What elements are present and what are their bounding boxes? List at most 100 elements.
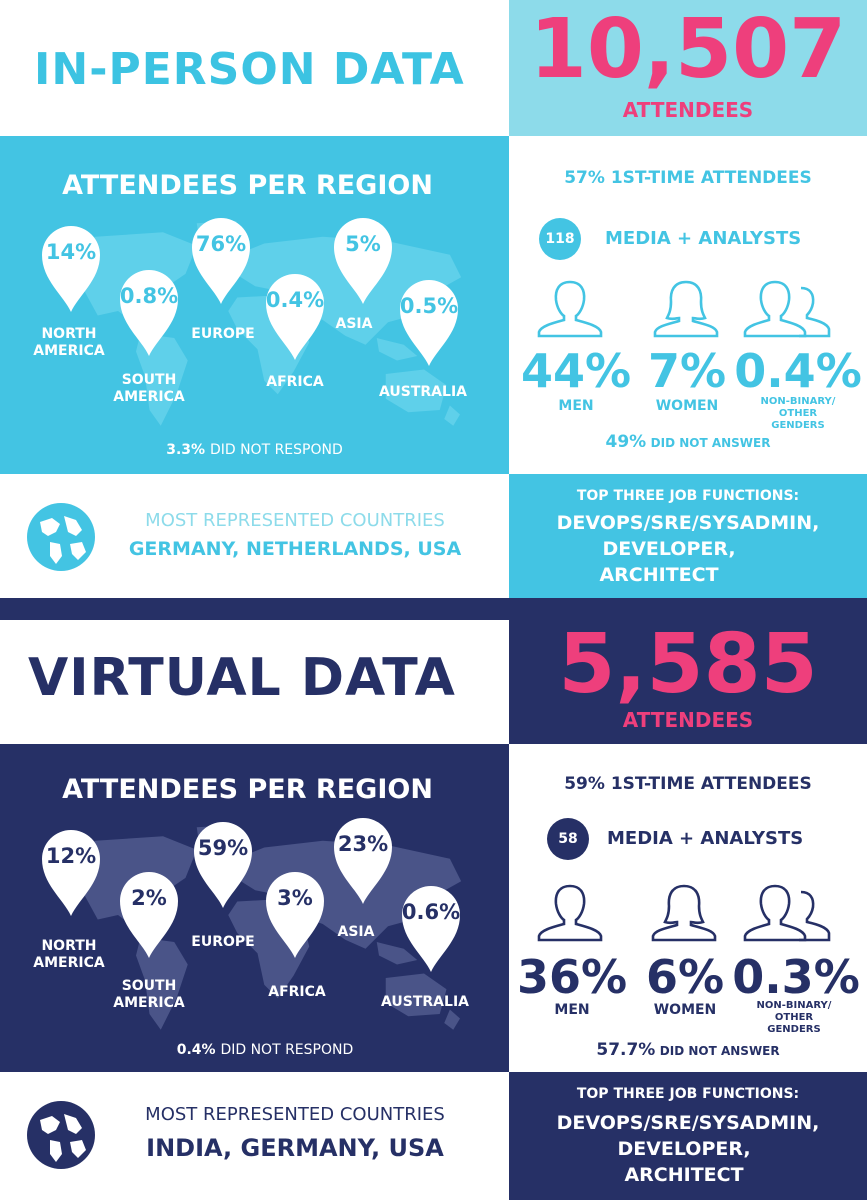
region-pin-africa: 3% [262,868,328,960]
no-answer-text: DID NOT ANSWER [659,1044,780,1058]
virtual-region-panel: ATTENDEES PER REGION 12% NORTH AMERICA 2… [0,744,509,1072]
job-item: DEVOPS/SRE/SYSADMIN, [556,512,820,534]
first-time-attendees: 57% 1ST-TIME ATTENDEES [564,168,812,188]
countries-heading: MOST REPRESENTED COUNTRIES [145,1104,445,1125]
region-label: AFRICA [268,984,326,1000]
region-pin-europe: 59% [190,818,256,910]
region-pin-asia: 5% [330,214,396,306]
inperson-total-label: ATTENDEES [622,98,754,122]
virtual-title: VIRTUAL DATA [28,648,456,708]
region-label: AUSTRALIA [381,994,469,1010]
region-label: SOUTH AMERICA [113,978,185,1011]
region-pct: 12% [45,844,97,868]
job-item: DEVELOPER, [617,1138,751,1160]
job-item: DEVOPS/SRE/SYSADMIN, [556,1112,820,1134]
no-response: 0.4% DID NOT RESPOND [0,1042,530,1058]
inperson-total: 10,507 [529,2,847,97]
region-label: NORTH AMERICA [33,938,105,971]
man-icon [535,882,605,944]
countries-heading: MOST REPRESENTED COUNTRIES [145,510,445,531]
no-answer-pct: 49% [605,432,647,452]
region-pct: 14% [45,240,97,264]
region-pin-australia: 0.6% [398,882,464,974]
non-binary-pct: 0.3% [732,950,860,1004]
job-item: ARCHITECT [599,564,719,586]
first-time-attendees: 59% 1ST-TIME ATTENDEES [564,774,812,794]
region-pct: 2% [131,886,167,910]
region-pin-south-america: 0.8% [116,266,182,358]
countries-list: INDIA, GERMANY, USA [146,1134,444,1162]
globe-icon [26,502,96,572]
media-count: 118 [545,231,575,247]
section-divider [0,598,867,620]
countries-list: GERMANY, NETHERLANDS, USA [128,538,462,560]
region-label: NORTH AMERICA [33,326,105,359]
woman-icon [651,278,721,340]
non-binary-label: NON-BINARY/ OTHER GENDERS [756,1000,832,1035]
no-answer: 49% DID NOT ANSWER [509,432,867,452]
media-label: MEDIA + ANALYSTS [607,828,804,849]
region-pct: 0.4% [265,288,325,312]
virtual-total: 5,585 [558,617,818,712]
women-label: WOMEN [653,1002,717,1018]
region-label: AFRICA [266,374,324,390]
inperson-countries-panel: MOST REPRESENTED COUNTRIES GERMANY, NETH… [0,474,509,598]
media-count: 58 [558,831,578,847]
region-pct: 59% [197,836,249,860]
job-item: ARCHITECT [624,1164,744,1186]
women-pct: 6% [645,950,725,1004]
no-response: 3.3% DID NOT RESPOND [0,442,509,458]
job-item: DEVELOPER, [602,538,736,560]
inperson-title: IN-PERSON DATA [34,44,465,95]
virtual-region-title: ATTENDEES PER REGION [62,774,433,805]
region-label: ASIA [337,924,375,940]
inperson-region-title: ATTENDEES PER REGION [62,170,433,201]
inperson-region-panel: ATTENDEES PER REGION 14% NORTH AMERICA 0… [0,136,509,474]
virtual-demographics-panel: 59% 1ST-TIME ATTENDEES 58 MEDIA + ANALYS… [509,744,867,1072]
region-pin-north-america: 14% [38,222,104,314]
no-response-pct: 0.4% [176,1042,216,1058]
virtual-title-panel: VIRTUAL DATA [0,620,509,744]
non-binary-pct: 0.4% [734,344,862,398]
region-pct: 5% [345,232,381,256]
region-pct: 76% [195,232,247,256]
inperson-demographics-panel: 57% 1ST-TIME ATTENDEES 118 MEDIA + ANALY… [509,136,867,474]
jobs-heading: TOP THREE JOB FUNCTIONS: [576,488,800,504]
region-pct: 0.6% [401,900,461,924]
no-answer: 57.7% DID NOT ANSWER [509,1040,867,1060]
region-pct: 23% [337,832,389,856]
men-pct: 36% [517,950,628,1004]
inperson-title-panel: IN-PERSON DATA [0,0,509,136]
globe-icon [26,1100,96,1170]
region-pin-asia: 23% [330,814,396,906]
woman-icon [649,882,719,944]
non-binary-icon [743,278,833,340]
no-response-text: DID NOT RESPOND [209,442,343,458]
region-pct: 0.5% [399,294,459,318]
region-pct: 0.8% [119,284,179,308]
region-label: EUROPE [191,326,255,342]
virtual-jobs-panel: TOP THREE JOB FUNCTIONS: DEVOPS/SRE/SYSA… [509,1072,867,1200]
region-label: AUSTRALIA [379,384,467,400]
region-pin-australia: 0.5% [396,276,462,368]
media-count-badge: 118 [539,218,581,260]
region-label: EUROPE [191,934,255,950]
virtual-total-panel: 5,585 ATTENDEES [509,620,867,744]
women-label: WOMEN [655,398,719,414]
non-binary-label: NON-BINARY/ OTHER GENDERS [760,396,836,431]
non-binary-icon [743,882,833,944]
region-pin-africa: 0.4% [262,270,328,362]
region-label: ASIA [335,316,373,332]
men-pct: 44% [521,344,632,398]
women-pct: 7% [647,344,727,398]
inperson-total-panel: 10,507 ATTENDEES [509,0,867,136]
media-count-badge: 58 [547,818,589,860]
virtual-total-label: ATTENDEES [622,708,754,732]
men-label: MEN [558,398,594,414]
virtual-countries-panel: MOST REPRESENTED COUNTRIES INDIA, GERMAN… [0,1072,509,1200]
media-label: MEDIA + ANALYSTS [605,228,802,249]
no-answer-pct: 57.7% [596,1040,656,1060]
region-pin-europe: 76% [188,214,254,306]
no-response-pct: 3.3% [166,442,206,458]
no-answer-text: DID NOT ANSWER [650,436,771,450]
